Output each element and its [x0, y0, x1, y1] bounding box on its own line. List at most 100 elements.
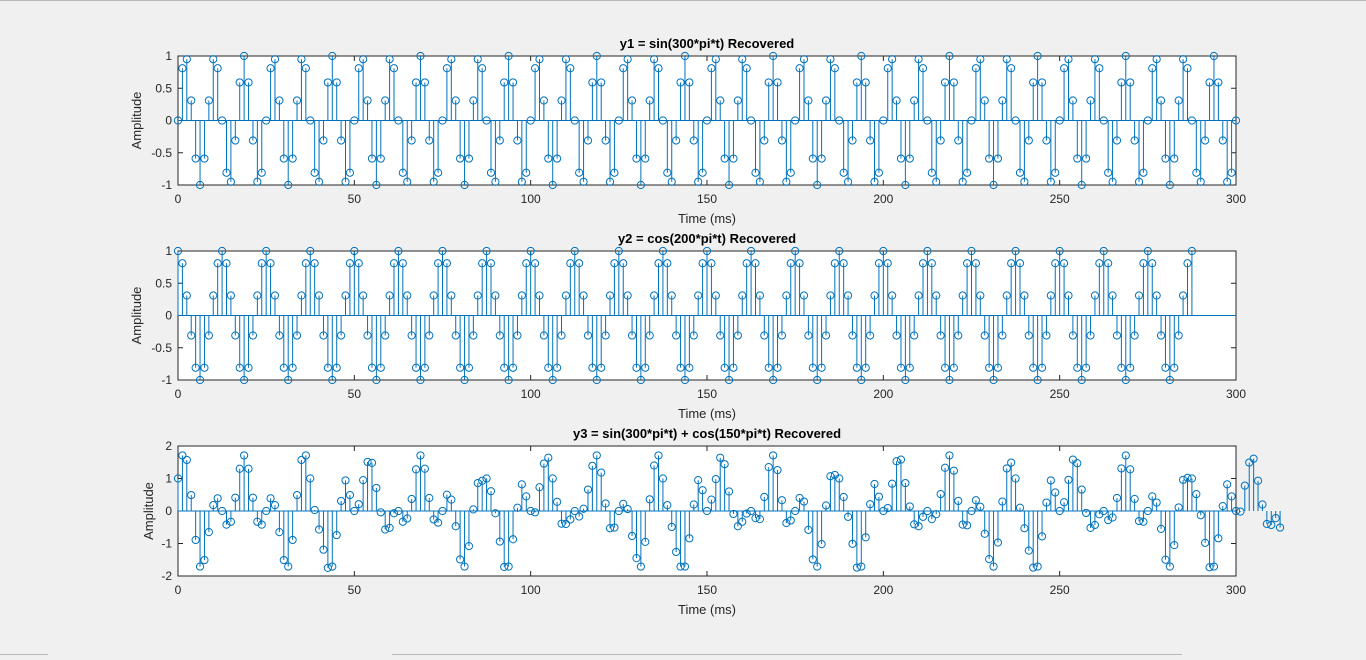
stem-marker: [262, 506, 271, 516]
stem-marker: [980, 96, 989, 105]
x-tick-label: 300: [1226, 583, 1246, 597]
stem-marker: [627, 531, 637, 541]
stem-marker: [473, 291, 482, 300]
stem-marker: [217, 116, 227, 125]
stem-marker: [341, 476, 350, 485]
stem-marker: [989, 180, 998, 190]
stem-marker: [914, 55, 923, 64]
stem-marker: [927, 259, 936, 268]
stem-marker: [1029, 563, 1038, 572]
stem-marker: [985, 363, 994, 372]
stem-marker: [1059, 259, 1069, 268]
stem-marker: [852, 78, 861, 87]
stem-marker: [407, 331, 416, 340]
stem-marker: [874, 492, 884, 501]
stem-marker: [910, 331, 919, 340]
stem-marker: [363, 457, 372, 467]
stem-marker: [244, 363, 253, 372]
stem-marker: [553, 363, 562, 372]
stem-marker: [910, 520, 919, 529]
stem-marker: [363, 96, 372, 105]
stem-marker: [1055, 246, 1064, 256]
stem-marker: [724, 375, 734, 385]
stem-marker: [195, 375, 205, 385]
stem-marker: [698, 259, 707, 268]
stem-marker: [508, 535, 518, 544]
stem-marker: [1139, 168, 1148, 177]
stem-marker: [905, 363, 914, 372]
stem-marker: [275, 528, 284, 537]
stem-marker: [323, 563, 332, 572]
stem-marker: [936, 136, 945, 145]
stem-marker: [464, 363, 474, 372]
y-axis-label: Amplitude: [129, 287, 144, 345]
stem-marker: [729, 154, 738, 163]
stem-marker: [680, 562, 690, 571]
stem-marker: [830, 259, 839, 268]
stem-marker: [826, 291, 835, 300]
stem-marker: [204, 331, 213, 340]
stem-marker: [548, 180, 557, 190]
y-tick-label: 0: [165, 504, 172, 518]
stem-marker: [1033, 375, 1042, 385]
x-tick-label: 250: [1050, 192, 1070, 206]
stem-marker: [1179, 291, 1188, 300]
stem-marker: [791, 246, 800, 256]
x-tick-label: 150: [697, 192, 717, 206]
stem-marker: [848, 539, 857, 548]
stem-marker: [971, 496, 981, 505]
stem-marker: [936, 331, 945, 340]
stem-marker: [724, 180, 734, 190]
stem-marker: [1130, 331, 1139, 340]
stem-marker: [217, 506, 227, 516]
stem-marker: [786, 168, 795, 177]
stem-marker: [1227, 168, 1236, 177]
stem-marker: [989, 375, 998, 385]
x-tick-label: 50: [348, 387, 362, 401]
stem-marker: [270, 291, 280, 300]
stem-marker: [359, 291, 368, 300]
stem-marker: [1121, 451, 1130, 460]
stem-marker: [746, 246, 756, 256]
stem-marker: [910, 96, 919, 105]
stem-marker: [1223, 480, 1232, 489]
stem-marker: [187, 331, 196, 340]
stem-marker: [367, 154, 377, 163]
stem-marker: [301, 64, 310, 73]
stem-marker: [667, 291, 676, 300]
stem-marker: [1139, 517, 1148, 526]
stem-marker: [491, 177, 500, 186]
stem-marker: [372, 180, 381, 190]
stem-marker: [323, 363, 332, 372]
stem-marker: [328, 51, 337, 61]
stem-marker: [1201, 538, 1210, 547]
stem-marker: [213, 494, 222, 503]
stem-marker: [1174, 96, 1183, 105]
stem-marker: [663, 501, 672, 510]
stem-marker: [835, 246, 844, 256]
y-tick-label: -1: [161, 373, 172, 387]
x-tick-labels: 0 50 100 150 200 250 300: [175, 192, 1247, 206]
stem-marker: [623, 291, 632, 300]
stem-marker: [337, 331, 346, 340]
stem-marker: [1051, 488, 1060, 497]
stem-marker: [1117, 78, 1126, 87]
stem-marker: [337, 136, 346, 145]
stem-marker: [451, 522, 460, 531]
stem-marker: [513, 136, 522, 145]
stem-marker: [548, 474, 557, 483]
stem-marker: [949, 78, 958, 87]
stem-marker: [738, 291, 747, 300]
stem-marker: [1126, 78, 1135, 87]
stem-marker: [213, 64, 222, 73]
stem-marker: [650, 55, 659, 64]
stem-marker: [1099, 116, 1108, 125]
stem-marker: [799, 55, 809, 64]
stem-marker: [350, 506, 359, 516]
stem-marker: [306, 116, 315, 125]
stem-marker: [1174, 331, 1183, 340]
stem-marker: [1187, 474, 1197, 483]
stem-marker: [804, 331, 813, 340]
stem-marker: [1253, 476, 1263, 485]
stem-marker: [927, 515, 936, 524]
